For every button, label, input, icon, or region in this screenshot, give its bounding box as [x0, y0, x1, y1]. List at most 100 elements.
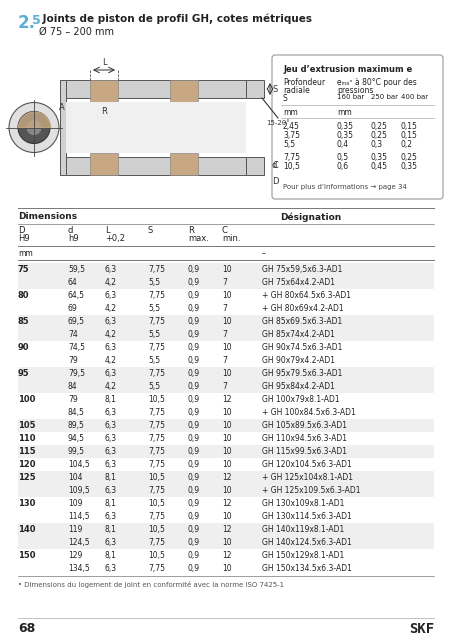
Text: 0,9: 0,9 [188, 382, 200, 391]
Text: 105: 105 [18, 421, 36, 430]
Text: 4,2: 4,2 [105, 382, 117, 391]
Text: 7,75: 7,75 [147, 408, 165, 417]
Text: 69: 69 [68, 304, 78, 313]
Text: 90: 90 [18, 343, 29, 352]
Text: +0,2: +0,2 [105, 234, 125, 243]
Text: 6,3: 6,3 [105, 317, 117, 326]
Text: 7,75: 7,75 [147, 343, 165, 352]
Bar [18, 510, 433, 523]
Text: 0,35: 0,35 [400, 162, 417, 171]
Text: 0,9: 0,9 [188, 265, 200, 274]
Text: 0,9: 0,9 [188, 499, 200, 508]
Text: A: A [59, 104, 65, 113]
Bar [18, 302, 433, 315]
Text: GH 140x119x8.1-AD1: GH 140x119x8.1-AD1 [262, 525, 344, 534]
Text: 134,5: 134,5 [68, 564, 90, 573]
Bar [18, 497, 433, 510]
Text: 0,15: 0,15 [400, 122, 417, 131]
Text: 7,75: 7,75 [147, 460, 165, 469]
Bar [245, 157, 263, 175]
Text: GH 85x69.5x6.3-AD1: GH 85x69.5x6.3-AD1 [262, 317, 341, 326]
Text: 10,5: 10,5 [147, 395, 165, 404]
Bar [66, 157, 245, 175]
Bar [18, 380, 433, 393]
Text: 119: 119 [68, 525, 82, 534]
Text: 0,9: 0,9 [188, 278, 200, 287]
Text: 10: 10 [221, 291, 231, 300]
Text: Désignation: Désignation [279, 212, 341, 221]
Text: C: C [272, 161, 278, 170]
Text: 5,5: 5,5 [147, 382, 160, 391]
Circle shape [18, 111, 50, 143]
Text: 0,35: 0,35 [336, 122, 353, 131]
Text: SKF: SKF [408, 622, 433, 636]
Bar [90, 80, 118, 102]
Text: 7,75: 7,75 [147, 512, 165, 521]
Text: 0,25: 0,25 [370, 131, 387, 140]
Text: 0,15: 0,15 [400, 131, 417, 140]
Text: GH 150x129x8.1-AD1: GH 150x129x8.1-AD1 [262, 551, 344, 560]
Text: 10: 10 [221, 434, 231, 443]
Text: 80: 80 [18, 291, 29, 300]
Bar [18, 445, 433, 458]
Text: 75: 75 [18, 265, 30, 274]
Text: 0,9: 0,9 [188, 369, 200, 378]
Bar [170, 153, 198, 175]
Text: 7,75: 7,75 [282, 153, 299, 162]
Text: 120: 120 [18, 460, 36, 469]
Text: 0,9: 0,9 [188, 343, 200, 352]
Bar [90, 153, 118, 175]
Text: 0,9: 0,9 [188, 330, 200, 339]
Text: 0,9: 0,9 [188, 525, 200, 534]
Text: H9: H9 [18, 234, 30, 243]
Text: max.: max. [188, 234, 208, 243]
Text: radiale: radiale [282, 86, 309, 95]
Text: 0,9: 0,9 [188, 291, 200, 300]
Text: S: S [147, 226, 153, 235]
Text: 5,5: 5,5 [147, 304, 160, 313]
Bar [18, 471, 433, 484]
Text: + GH 100x84.5x6.3-AD1: + GH 100x84.5x6.3-AD1 [262, 408, 355, 417]
Text: 5: 5 [32, 14, 41, 27]
Text: 109: 109 [68, 499, 83, 508]
Text: 6,3: 6,3 [105, 408, 117, 417]
Text: 7,75: 7,75 [147, 421, 165, 430]
Text: 100: 100 [18, 395, 35, 404]
Text: 95: 95 [18, 369, 30, 378]
Text: 0,45: 0,45 [370, 162, 387, 171]
Text: L: L [105, 226, 110, 235]
Text: • Dimensions du logement de joint en conformité avec la norme ISO 7425-1: • Dimensions du logement de joint en con… [18, 581, 284, 588]
Text: 0,25: 0,25 [400, 153, 417, 162]
Text: 10: 10 [221, 317, 231, 326]
Text: 74: 74 [68, 330, 78, 339]
Text: 7,75: 7,75 [147, 538, 165, 547]
Text: 0,3: 0,3 [370, 140, 382, 149]
Text: 0,5: 0,5 [336, 153, 348, 162]
Text: 7,75: 7,75 [147, 434, 165, 443]
Text: 99,5: 99,5 [68, 447, 85, 456]
Text: + GH 80x64.5x6.3-AD1: + GH 80x64.5x6.3-AD1 [262, 291, 350, 300]
Text: GH 95x84x4.2-AD1: GH 95x84x4.2-AD1 [262, 382, 334, 391]
Bar [18, 536, 433, 549]
Text: 0,9: 0,9 [188, 460, 200, 469]
Text: d: d [272, 161, 277, 170]
Text: Ø 75 – 200 mm: Ø 75 – 200 mm [39, 27, 114, 37]
Text: 12: 12 [221, 395, 231, 404]
Text: 7: 7 [221, 278, 226, 287]
Text: mm: mm [336, 108, 351, 117]
Text: 79: 79 [68, 356, 78, 365]
Text: 74,5: 74,5 [68, 343, 85, 352]
Text: D: D [272, 177, 278, 186]
Bar [66, 80, 245, 98]
Text: GH 105x89.5x6.3-AD1: GH 105x89.5x6.3-AD1 [262, 421, 346, 430]
Text: 10: 10 [221, 369, 231, 378]
Text: 5,5: 5,5 [282, 140, 295, 149]
Text: 7,75: 7,75 [147, 564, 165, 573]
Text: 6,3: 6,3 [105, 421, 117, 430]
Text: 8,1: 8,1 [105, 525, 117, 534]
Text: 0,9: 0,9 [188, 512, 200, 521]
Text: 0,9: 0,9 [188, 473, 200, 482]
Text: 7,75: 7,75 [147, 447, 165, 456]
Text: eₘₐˣ à 80°C pour des: eₘₐˣ à 80°C pour des [336, 78, 416, 87]
Text: GH 115x99.5x6.3-AD1: GH 115x99.5x6.3-AD1 [262, 447, 346, 456]
